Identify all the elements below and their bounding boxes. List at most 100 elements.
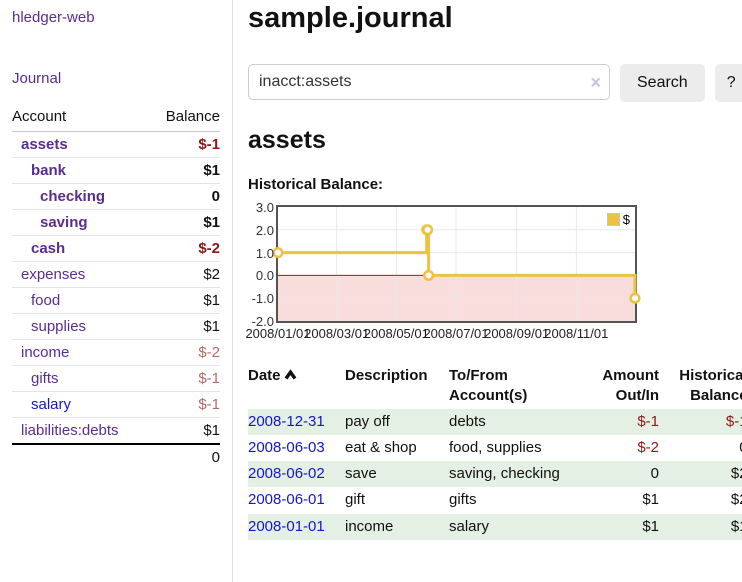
account-row: gifts $-1 [12, 365, 220, 392]
transaction-date-link[interactable]: 2008-06-02 [248, 465, 325, 482]
account-balance: $1 [149, 417, 220, 445]
account-link[interactable]: cash [31, 240, 66, 257]
transaction-amount: $-2 [637, 438, 659, 456]
search-button[interactable]: Search [620, 64, 705, 102]
y-axis-tick-label: -2.0 [251, 314, 274, 329]
y-axis-tick-label: -1.0 [251, 291, 274, 307]
account-link[interactable]: salary [31, 396, 72, 413]
account-balance: $1 [149, 209, 220, 236]
transaction-accounts: gifts [449, 491, 477, 509]
search-bar: × Search ? [248, 64, 742, 102]
transaction-balance: $1 [659, 513, 742, 540]
account-link[interactable]: food [31, 292, 61, 309]
transaction-description: pay off [345, 408, 449, 435]
x-axis-tick-label: 2008/11/01 [544, 326, 609, 341]
account-link[interactable]: expenses [21, 266, 86, 283]
accounts-column-header: To/From Account(s) [449, 367, 528, 405]
x-axis-tick-label: 2008/07/01 [423, 326, 489, 341]
transaction-balance: $2 [659, 461, 742, 488]
balance-column-header: Balance [149, 103, 220, 132]
description-column-header: Description [345, 367, 428, 384]
transaction-row: 2008-01-01 income salary $1 $1 [248, 513, 742, 540]
transaction-accounts: food, supplies [449, 438, 542, 456]
account-balance: $-2 [149, 235, 220, 262]
account-link[interactable]: checking [40, 188, 106, 205]
account-row: salary $-1 [12, 391, 220, 418]
transaction-amount: $-1 [577, 408, 659, 435]
transaction-row: 2008-06-03 eat & shop food, supplies $-2… [248, 435, 742, 461]
register-header-row: Date Description To/From Account(s) Amou… [248, 364, 742, 409]
account-row: expenses $2 [12, 261, 220, 288]
account-total-value: 0 [149, 443, 220, 470]
register-body: 2008-12-31 pay off debts $-1 $-1 2008-06… [248, 408, 742, 540]
account-link[interactable]: gifts [31, 370, 59, 387]
app-title-link[interactable]: hledger-web [12, 9, 95, 26]
account-row: checking 0 [12, 183, 220, 210]
account-tree: Account Balance assets $-1 bank $1 [12, 103, 220, 470]
account-link[interactable]: assets [21, 136, 68, 153]
account-row: assets $-1 [12, 131, 220, 158]
account-tree-body: assets $-1 bank $1 checking 0 [12, 131, 220, 470]
nav-journal-link[interactable]: Journal [12, 70, 62, 87]
legend-label: $ [622, 212, 630, 227]
account-row: saving $1 [12, 209, 220, 236]
account-link[interactable]: bank [31, 162, 67, 179]
account-link[interactable]: income [21, 344, 70, 361]
x-axis-tick-label: 2008/05/01 [363, 326, 429, 341]
chart-plot-area: $ [272, 205, 641, 323]
transaction-description: save [345, 461, 449, 488]
account-balance: 0 [149, 183, 220, 210]
clear-search-icon[interactable]: × [590, 72, 601, 93]
account-link[interactable]: liabilities:debts [21, 422, 119, 439]
account-link[interactable]: saving [40, 214, 88, 231]
transaction-accounts: saving, checking [449, 461, 577, 488]
account-row: food $1 [12, 287, 220, 314]
sort-ascending-icon [284, 369, 296, 380]
transaction-balance: $2 [730, 491, 742, 509]
transaction-date-link[interactable]: 2008-01-01 [248, 517, 325, 535]
account-balance: $-1 [149, 131, 220, 158]
transaction-description: income [345, 513, 449, 540]
chart-heading: Historical Balance: [248, 176, 384, 193]
account-row: supplies $1 [12, 313, 220, 340]
account-row: cash $-2 [12, 235, 220, 262]
legend-swatch [606, 213, 620, 226]
y-axis-tick-label: 2.0 [255, 222, 274, 238]
transaction-accounts: debts [449, 408, 577, 435]
transaction-amount: 0 [577, 461, 659, 488]
date-column-header[interactable]: Date [248, 364, 345, 409]
transaction-row: 2008-06-02 save saving, checking 0 $2 [248, 461, 742, 488]
account-balance: $-2 [149, 339, 220, 366]
account-column-header: Account [12, 103, 150, 132]
transaction-balance: 0 [659, 435, 742, 461]
y-axis-tick-label: 1.0 [255, 245, 274, 261]
search-input[interactable] [248, 64, 610, 100]
transaction-balance: $-1 [659, 408, 742, 435]
account-total-row: 0 [12, 443, 220, 470]
y-axis-tick-label: 3.0 [255, 200, 274, 215]
account-row: liabilities:debts $1 [12, 417, 220, 445]
transaction-amount: $1 [577, 513, 659, 540]
page-title: sample.journal [248, 2, 453, 34]
y-axis-tick-label: 0.0 [255, 268, 274, 284]
account-balance: $-1 [149, 365, 220, 392]
transaction-date-link[interactable]: 2008-06-03 [248, 438, 325, 456]
chart-legend: $ [606, 212, 630, 227]
help-button[interactable]: ? [714, 64, 742, 102]
x-axis-tick-label: 2008/09/01 [484, 326, 550, 341]
account-balance: $2 [149, 261, 220, 288]
transaction-date-link[interactable]: 2008-12-31 [248, 412, 325, 430]
x-axis-tick-label: 2008/01/01 [245, 326, 311, 341]
transaction-accounts: salary [449, 513, 577, 540]
account-row: income $-2 [12, 339, 220, 366]
transaction-date-link[interactable]: 2008-06-01 [248, 491, 325, 509]
account-balance: $1 [149, 157, 220, 184]
transaction-amount: $1 [642, 491, 659, 509]
transaction-description: eat & shop [345, 438, 417, 456]
transaction-row: 2008-06-01 gift gifts $1 $2 [248, 487, 742, 513]
account-balance: $-1 [149, 391, 220, 418]
account-link[interactable]: supplies [31, 318, 87, 335]
account-balance: $1 [149, 287, 220, 314]
historical-balance-chart: $ 3.0 2.0 1.0 0.0 -1.0 -2.0 2008/01/01 2008/03/… [245, 201, 742, 344]
